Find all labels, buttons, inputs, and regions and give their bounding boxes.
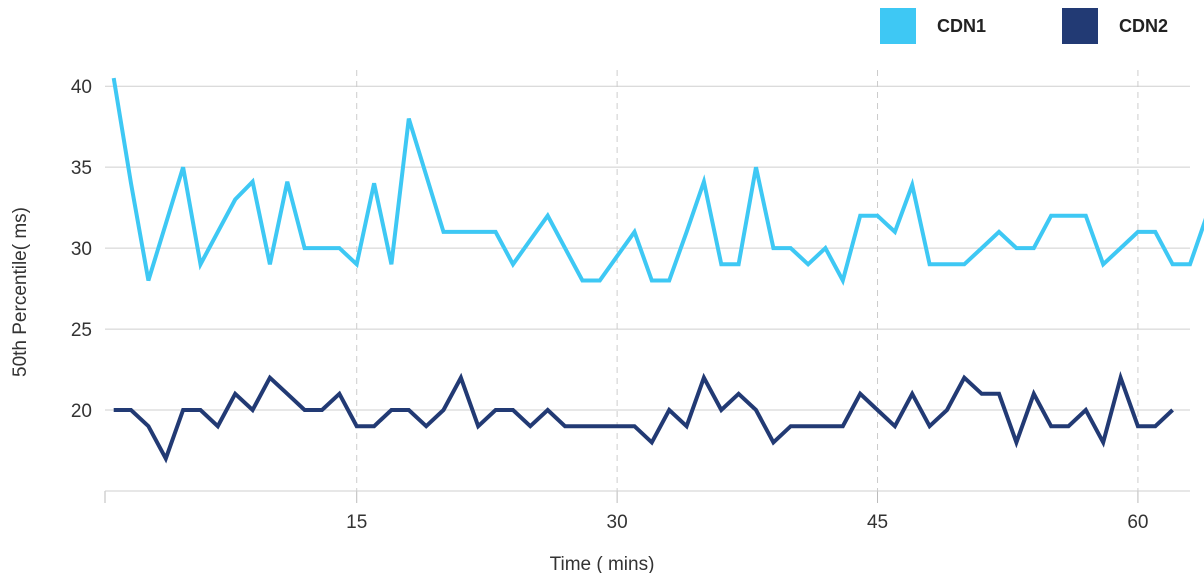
x-tick-label-15: 15 — [346, 512, 367, 533]
y-tick-label-35: 35 — [71, 158, 92, 179]
series-lines — [111, 77, 1204, 464]
series-line-cdn2 — [113, 370, 1174, 464]
legend: CDN1 CDN2 — [880, 8, 1168, 44]
x-tick-label-45: 45 — [867, 512, 888, 533]
y-tick-label-20: 20 — [71, 401, 92, 422]
y-tick-label-30: 30 — [71, 239, 92, 260]
y-axis-title: 50th Percentile( ms) — [10, 207, 31, 377]
x-tick-label-30: 30 — [607, 512, 628, 533]
y-tick-label-40: 40 — [71, 77, 92, 98]
legend-label-cdn2: CDN2 — [1119, 16, 1168, 36]
legend-swatch-cdn1 — [880, 8, 916, 44]
series-line-cdn1 — [111, 77, 1204, 286]
x-axis-title: Time ( mins) — [550, 554, 655, 573]
x-tick-label-60: 60 — [1127, 512, 1148, 533]
legend-label-cdn1: CDN1 — [937, 16, 986, 36]
y-tick-label-25: 25 — [71, 320, 92, 341]
axes: 20 25 30 35 40 15 30 45 60 — [71, 77, 1190, 533]
grid — [105, 70, 1190, 491]
legend-swatch-cdn2 — [1062, 8, 1098, 44]
